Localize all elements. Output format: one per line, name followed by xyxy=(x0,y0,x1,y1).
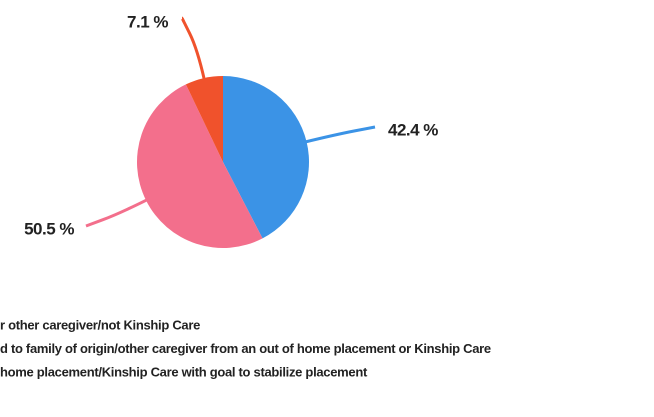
data-label: 42.4 % xyxy=(388,120,438,139)
legend-label: d to family of origin/other caregiver fr… xyxy=(0,341,491,356)
legend-label: home placement/Kinship Care with goal to… xyxy=(0,364,368,379)
data-label: 7.1 % xyxy=(127,12,168,31)
pie-slice xyxy=(136,84,263,249)
leader-line xyxy=(180,17,206,81)
pie-slice xyxy=(223,76,309,239)
legend-label: r other caregiver/not Kinship Care xyxy=(0,317,200,332)
pie-slice xyxy=(185,76,223,162)
data-label: 50.5 % xyxy=(24,219,74,238)
leader-line xyxy=(304,125,376,144)
leader-line xyxy=(85,198,149,228)
